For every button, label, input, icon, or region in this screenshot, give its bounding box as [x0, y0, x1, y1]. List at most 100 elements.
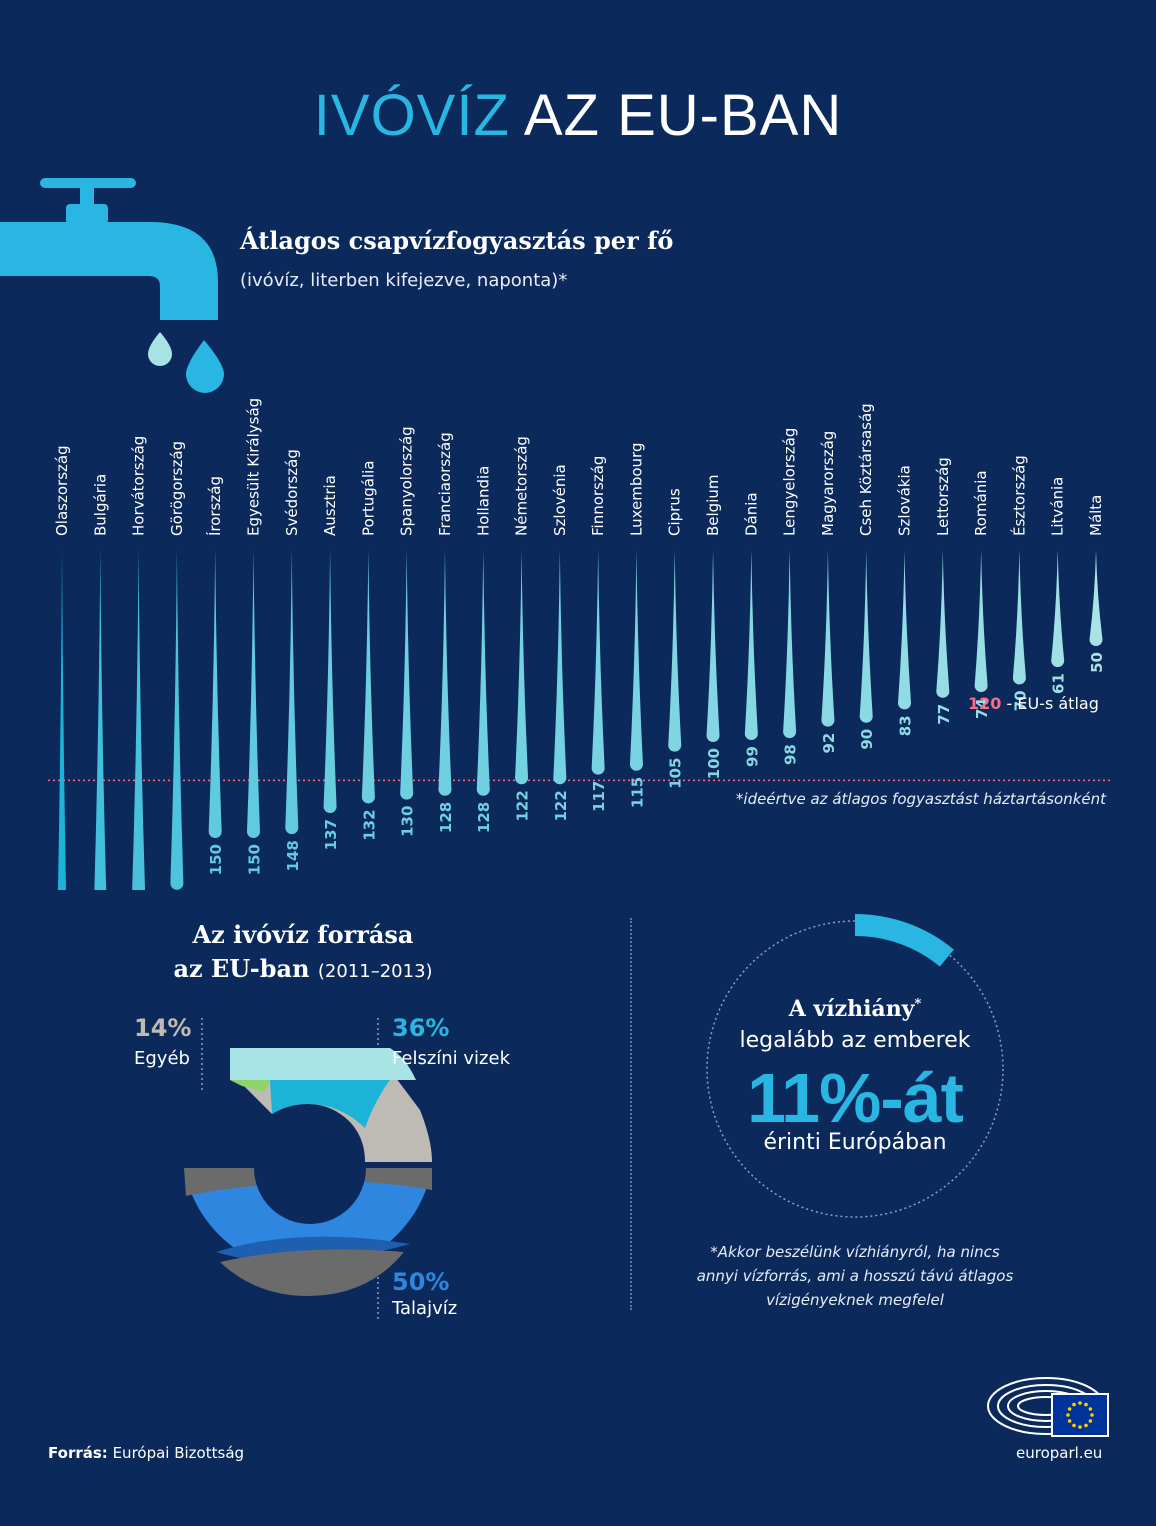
water-drop-icon — [186, 340, 224, 393]
drop-bar — [859, 550, 873, 723]
value-label: 105 — [667, 758, 685, 789]
country-label: Belgium — [704, 475, 722, 537]
country-label: Magyarország — [819, 431, 837, 536]
country-label: Franciaország — [436, 432, 454, 536]
country-label: Finnország — [589, 456, 607, 536]
water-drop-icon — [148, 332, 172, 366]
value-label: 115 — [628, 777, 646, 808]
european-parliament-logo — [987, 1377, 1109, 1437]
other-percent: 14% — [134, 1014, 192, 1042]
source-donut — [184, 1018, 432, 1320]
surface-percent: 36% — [392, 1014, 450, 1042]
scarcity-line3: érinti Európában — [763, 1130, 947, 1155]
drop-bar — [94, 550, 107, 890]
slice-groundwater — [184, 1168, 432, 1296]
site-link[interactable]: europarl.eu — [1016, 1444, 1103, 1462]
value-label: 90 — [858, 729, 876, 750]
page-title-rest: AZ EU-BAN — [523, 83, 843, 148]
country-label: Írország — [205, 476, 224, 536]
value-label: 74 — [973, 698, 991, 719]
country-label: Hollandia — [474, 466, 492, 536]
section-divider — [630, 918, 632, 1310]
country-label: Horvátország — [130, 436, 148, 536]
country-label: Dánia — [742, 492, 760, 536]
drop-bar — [285, 550, 299, 835]
country-label: Németország — [513, 436, 531, 536]
value-label: 77 — [935, 704, 953, 725]
drop-bar — [783, 550, 797, 739]
drop-bar — [515, 550, 529, 785]
source-title: Az ivóvíz forrása az EU-ban (2011–2013) — [120, 918, 486, 989]
country-label: Svédország — [283, 449, 301, 536]
scarcity-line1-text: A vízhiány — [788, 996, 915, 1022]
scarcity-big-number: 11%-át — [747, 1059, 964, 1137]
source-text: Európai Bizottság — [112, 1444, 245, 1462]
value-label: 50 — [1088, 652, 1106, 673]
drop-bar — [1089, 550, 1103, 646]
chart-footnote: *ideértve az átlagos fogyasztást háztart… — [735, 790, 1106, 808]
average-text: - EU-s átlag — [1006, 694, 1099, 713]
country-label: Málta — [1087, 495, 1105, 536]
value-label: 99 — [743, 746, 761, 767]
page-title: IVÓVÍZ AZ EU-BAN — [0, 82, 1156, 149]
value-label: 148 — [284, 840, 302, 871]
slice-upper — [184, 1048, 432, 1162]
country-label: Észtország — [1009, 455, 1028, 536]
value-label: 128 — [437, 802, 455, 833]
country-label: Olaszország — [53, 445, 71, 536]
scarcity-footnote-line1: *Akkor beszélünk vízhiányról, ha nincs — [710, 1243, 1000, 1261]
drop-bar — [591, 550, 605, 775]
eu-star-icon — [1072, 1402, 1076, 1407]
country-label: Lengyelország — [781, 428, 799, 536]
drop-bar — [629, 550, 643, 771]
drop-bar — [936, 550, 950, 698]
scarcity-mark: * — [914, 996, 922, 1012]
drop-bar — [170, 550, 184, 890]
page-title-highlight: IVÓVÍZ — [313, 83, 510, 148]
ground-label: Talajvíz — [392, 1298, 458, 1319]
average-value: 120 — [968, 694, 1002, 713]
slice-other-band — [230, 1080, 270, 1092]
eu-star-icon — [1090, 1413, 1094, 1417]
country-label: Szlovákia — [896, 465, 914, 536]
value-label: 150 — [245, 844, 263, 875]
drop-bar — [476, 550, 490, 796]
chart-title: Átlagos csapvízfogyasztás per fő — [240, 226, 674, 255]
eu-star-icon — [1078, 1401, 1082, 1405]
tap-icon — [0, 178, 224, 393]
value-label: 137 — [322, 819, 340, 850]
drop-bar — [706, 550, 720, 742]
scarcity-footnote-line3: vízigényeknek megfelel — [766, 1291, 944, 1309]
consumption-chart: Olaszország243Bulgária191Horvátország182… — [48, 398, 1110, 890]
value-label: 100 — [705, 748, 723, 779]
value-label: 132 — [360, 809, 378, 840]
drop-bar — [361, 550, 375, 804]
country-label: Portugália — [359, 461, 377, 536]
country-label: Egyesült Királyság — [244, 398, 262, 536]
drop-bar — [668, 550, 682, 752]
other-label: Egyéb — [134, 1048, 190, 1069]
value-label: 122 — [552, 790, 570, 821]
value-label: 122 — [514, 790, 532, 821]
eu-star-icon — [1084, 1402, 1088, 1407]
country-label: Ciprus — [666, 488, 684, 536]
ground-percent: 50% — [392, 1268, 450, 1296]
scarcity-ring-arc — [854, 914, 954, 967]
drop-bar — [132, 550, 146, 890]
source-title-line2-text: az EU-ban — [173, 954, 310, 983]
source-note: Forrás: Európai Bizottság — [48, 1444, 244, 1462]
country-label: Szlovénia — [551, 464, 569, 536]
value-label: 61 — [1050, 673, 1068, 694]
country-label: Litvánia — [1049, 477, 1067, 536]
value-label: 128 — [475, 802, 493, 833]
value-label: 92 — [820, 733, 838, 754]
value-label: 98 — [782, 744, 800, 765]
scarcity-ring-track — [706, 920, 1004, 1218]
drop-bar — [821, 550, 835, 727]
scarcity-line1: A vízhiány* — [700, 996, 1010, 1022]
chart-subtitle: (ivóvíz, literben kifejezve, naponta)* — [240, 270, 568, 291]
eu-star-icon — [1067, 1419, 1072, 1423]
eu-star-icon — [1088, 1419, 1093, 1423]
country-label: Luxembourg — [627, 443, 645, 537]
drop-bar — [744, 550, 758, 741]
